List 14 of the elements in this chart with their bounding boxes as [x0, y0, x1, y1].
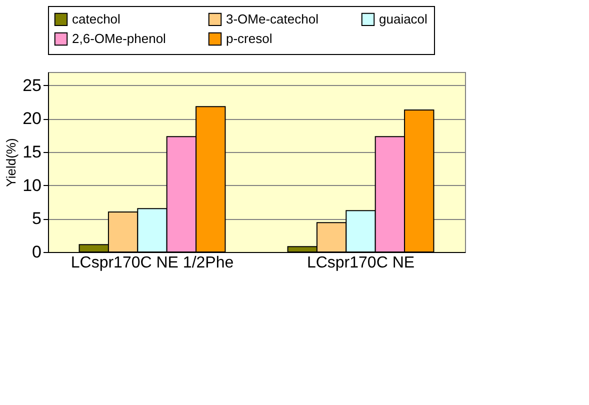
legend-label: 3-OMe-catechol [226, 11, 319, 26]
y-tick-label: 15 [22, 142, 42, 162]
y-axis-title: Yield(%) [4, 138, 19, 187]
y-tick-label: 10 [22, 176, 42, 195]
y-tick-label: 20 [22, 109, 42, 128]
legend-label: guaiacol [379, 11, 428, 26]
x-tick-label: LCspr170C NE [306, 254, 415, 272]
legend-label: 2,6-OMe-phenol [72, 31, 166, 46]
x-tick-label: LCspr170C NE 1/2Phe [70, 254, 234, 272]
y-tick-label: 25 [22, 76, 42, 95]
legend-label: p-cresol [226, 31, 272, 46]
legend-label: catechol [72, 11, 121, 26]
y-tick-label: 5 [32, 209, 42, 228]
y-tick-label: 0 [32, 242, 42, 262]
